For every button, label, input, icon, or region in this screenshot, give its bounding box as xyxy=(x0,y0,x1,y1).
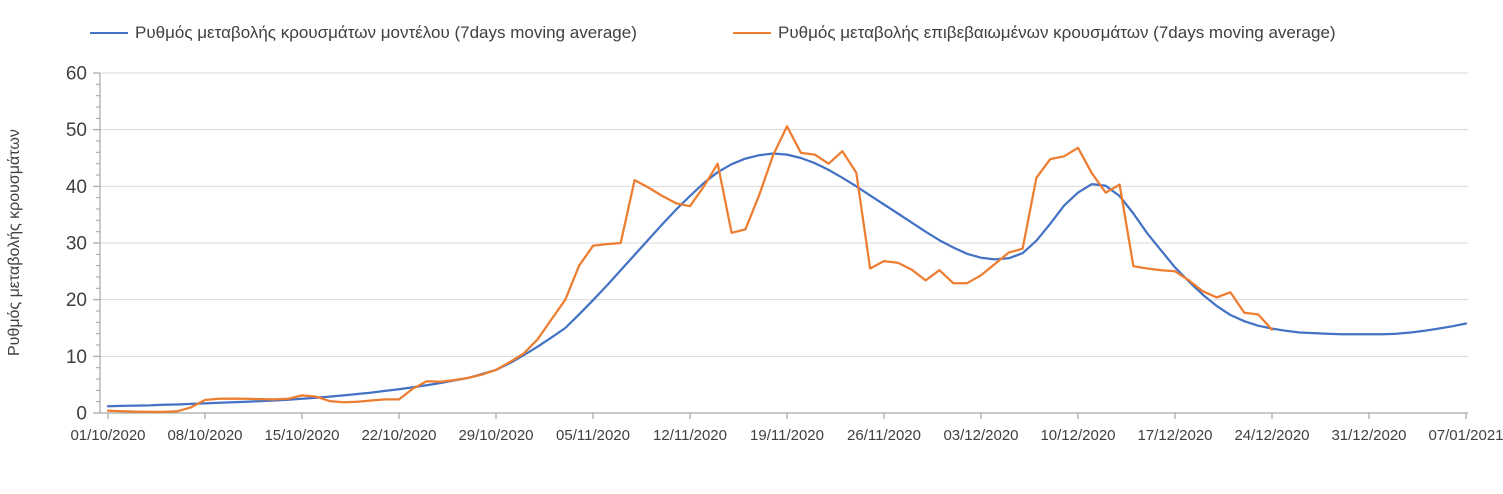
y-tick-label: 50 xyxy=(66,120,87,141)
x-tick-label: 08/10/2020 xyxy=(167,427,242,444)
axes xyxy=(93,72,1468,419)
chart-legend: Ρυθμός μεταβολής κρουσμάτων μοντέλου (7d… xyxy=(0,22,1503,44)
series-line-model xyxy=(106,152,1468,408)
series-line-confirmed xyxy=(106,125,1274,414)
x-tick-label: 15/10/2020 xyxy=(264,427,339,444)
x-tick-label: 19/11/2020 xyxy=(750,427,824,444)
x-tick-label: 01/10/2020 xyxy=(70,427,145,444)
x-tick-labels: 01/10/2020 08/10/2020 15/10/2020 22/10/2020… xyxy=(70,427,1503,444)
legend-swatch-model-line xyxy=(90,31,128,35)
x-tick-label: 24/12/2020 xyxy=(1234,427,1309,444)
y-tick-labels: 0 10 20 30 40 50 60 xyxy=(66,64,87,425)
legend-label-confirmed: Ρυθμός μεταβολής επιβεβαιωμένων κρουσμάτ… xyxy=(778,23,1336,42)
x-tick-label: 29/10/2020 xyxy=(458,427,533,444)
y-tick-label: 30 xyxy=(66,234,87,255)
y-tick-label: 60 xyxy=(66,64,87,85)
x-tick-label: 05/11/2020 xyxy=(556,427,630,444)
y-tick-label: 0 xyxy=(76,404,87,425)
legend-label-model: Ρυθμός μεταβολής κρουσμάτων μοντέλου (7d… xyxy=(135,23,637,42)
x-tick-label: 12/11/2020 xyxy=(653,427,727,444)
y-tick-label: 10 xyxy=(66,347,87,368)
x-tick-label: 17/12/2020 xyxy=(1137,427,1212,444)
x-tick-label: 26/11/2020 xyxy=(847,427,921,444)
y-tick-label: 20 xyxy=(66,290,87,311)
x-tick-label: 22/10/2020 xyxy=(361,427,436,444)
x-tick-label: 10/12/2020 xyxy=(1040,427,1115,444)
y-tick-label: 40 xyxy=(66,177,87,198)
legend-item-model: Ρυθμός μεταβολής κρουσμάτων μοντέλου (7d… xyxy=(90,22,637,44)
x-tick-label: 03/12/2020 xyxy=(943,427,1018,444)
legend-item-confirmed: Ρυθμός μεταβολής επιβεβαιωμένων κρουσμάτ… xyxy=(733,22,1336,44)
x-tick-label: 07/01/2021 xyxy=(1428,427,1503,444)
y-gridlines xyxy=(100,72,1468,357)
x-tick-label: 31/12/2020 xyxy=(1331,427,1406,444)
legend-swatch-confirmed-line xyxy=(733,31,771,35)
